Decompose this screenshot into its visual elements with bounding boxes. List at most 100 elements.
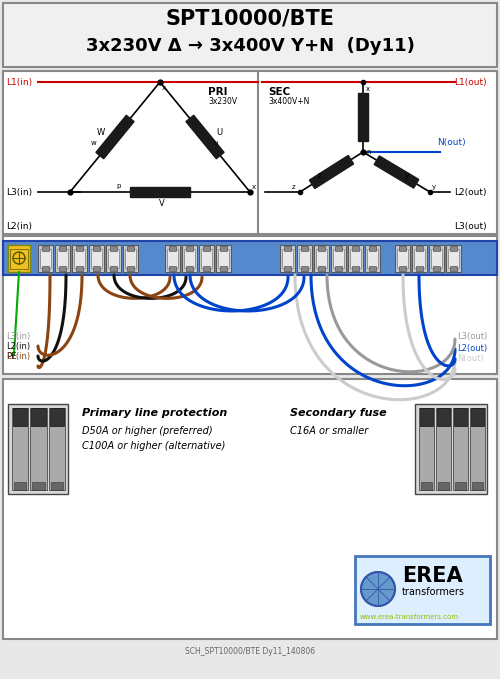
Bar	[123, 245, 138, 272]
Text: y: y	[432, 184, 436, 190]
Bar	[454, 408, 467, 426]
Text: W: W	[97, 128, 105, 137]
Bar	[40, 249, 51, 268]
Bar	[76, 246, 83, 251]
Bar	[186, 246, 193, 251]
Bar	[55, 245, 70, 272]
Bar	[436, 408, 451, 490]
Bar	[42, 266, 49, 271]
Text: L2(in): L2(in)	[6, 221, 32, 230]
Text: L3(in): L3(in)	[6, 331, 30, 340]
Bar	[3, 3, 497, 67]
Bar	[416, 266, 423, 271]
Bar	[412, 245, 427, 272]
Text: N(out): N(out)	[457, 354, 483, 363]
Bar	[184, 249, 195, 268]
Polygon shape	[310, 155, 354, 189]
Bar	[14, 482, 26, 490]
Bar	[50, 482, 63, 490]
Bar	[182, 245, 197, 272]
Text: n: n	[366, 149, 370, 155]
Text: x: x	[366, 86, 370, 92]
Bar	[369, 266, 376, 271]
Circle shape	[361, 572, 395, 606]
Bar	[59, 246, 66, 251]
Bar	[10, 249, 28, 269]
Bar	[438, 482, 449, 490]
Bar	[348, 245, 363, 272]
Bar	[38, 245, 53, 272]
Bar	[437, 408, 450, 426]
Bar	[352, 246, 359, 251]
Text: w: w	[91, 140, 97, 146]
Bar	[125, 249, 136, 268]
Bar	[3, 241, 497, 275]
Bar	[106, 245, 121, 272]
Text: U: U	[216, 128, 222, 137]
Text: D50A or higher (preferred): D50A or higher (preferred)	[82, 426, 212, 436]
Bar	[433, 266, 440, 271]
Bar	[48, 408, 65, 490]
Bar	[57, 249, 68, 268]
Text: u: u	[213, 140, 218, 146]
Text: L1(in): L1(in)	[6, 77, 32, 86]
Text: PE: PE	[6, 352, 16, 361]
Bar	[3, 236, 497, 374]
Bar	[448, 249, 459, 268]
Text: L3(out): L3(out)	[457, 333, 487, 342]
Bar	[76, 266, 83, 271]
Bar	[420, 408, 433, 426]
Bar	[297, 245, 312, 272]
Bar	[301, 246, 308, 251]
Bar	[203, 266, 210, 271]
Bar	[218, 249, 229, 268]
Polygon shape	[130, 187, 190, 197]
Bar	[282, 249, 293, 268]
Bar	[316, 249, 327, 268]
Text: L2(in): L2(in)	[6, 342, 30, 350]
Bar	[13, 408, 28, 426]
Bar	[280, 245, 295, 272]
Bar	[352, 266, 359, 271]
Bar	[165, 245, 180, 272]
Bar	[335, 266, 342, 271]
Bar	[416, 246, 423, 251]
Bar	[335, 246, 342, 251]
Text: EREA: EREA	[402, 566, 462, 586]
Bar	[89, 245, 104, 272]
Text: L2(out): L2(out)	[454, 187, 486, 196]
Bar	[471, 408, 484, 426]
Bar	[91, 249, 102, 268]
Text: 3x230V: 3x230V	[208, 97, 237, 106]
Bar	[203, 246, 210, 251]
Bar	[32, 482, 44, 490]
Bar	[108, 249, 119, 268]
Text: L3(out): L3(out)	[454, 221, 486, 230]
Text: z: z	[292, 184, 296, 190]
Bar	[110, 266, 117, 271]
Bar	[431, 249, 442, 268]
Text: C100A or higher (alternative): C100A or higher (alternative)	[82, 441, 226, 451]
Bar	[32, 408, 46, 426]
Bar	[3, 71, 497, 234]
Text: 3x400V+N: 3x400V+N	[268, 97, 310, 106]
Text: L3(in): L3(in)	[6, 187, 32, 196]
Bar	[12, 408, 28, 490]
Bar	[397, 249, 408, 268]
Text: N(out): N(out)	[437, 138, 466, 147]
Bar	[59, 266, 66, 271]
Bar	[450, 246, 457, 251]
Bar	[369, 246, 376, 251]
Text: transformers: transformers	[402, 587, 465, 597]
Bar	[186, 266, 193, 271]
Text: www.erea-transformers.com: www.erea-transformers.com	[360, 614, 459, 620]
Bar	[127, 246, 134, 251]
Text: SPT10000/BTE: SPT10000/BTE	[166, 9, 334, 29]
Bar	[314, 245, 329, 272]
Text: L1(out): L1(out)	[454, 77, 486, 86]
Bar	[42, 246, 49, 251]
Bar	[93, 246, 100, 251]
Text: 3x230V Δ → 3x400V Y+N  (Dy11): 3x230V Δ → 3x400V Y+N (Dy11)	[86, 37, 414, 55]
Bar	[110, 246, 117, 251]
Bar	[355, 556, 490, 624]
